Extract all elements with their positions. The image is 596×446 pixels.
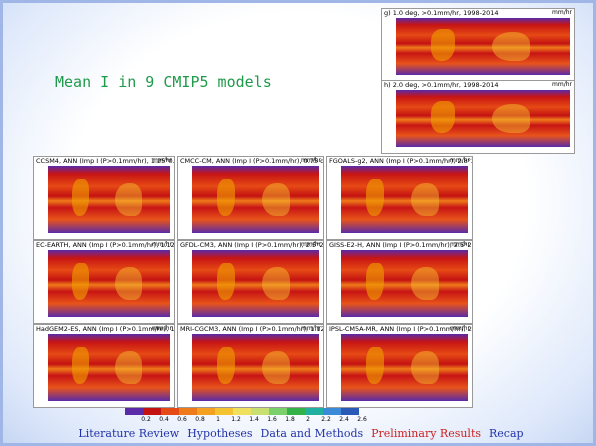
colorbar-tick: 1.2: [231, 416, 241, 423]
colorbar-swatch: [323, 408, 341, 415]
model-panel-9: IPSL-CM5A-MR, ANN (Imp I (P>0.1mm/hr), 2…: [326, 324, 473, 408]
nav-link[interactable]: Literature Review: [78, 427, 180, 440]
slide-title: Mean I in 9 CMIP5 models: [55, 73, 272, 91]
panel-label: IPSL-CM5A-MR, ANN (Imp I (P>0.1mm/hr), 2…: [329, 325, 472, 333]
panel-label: CMCC-CM, ANN (Imp I (P>0.1mm/hr), 0.75 d…: [180, 157, 324, 165]
colorbar-tick: 2.6: [357, 416, 367, 423]
panel-unit: mm/hr: [450, 325, 470, 332]
model-panel-3: FGOALS-g2, ANN (Imp I (P>0.1mm/hr), 2.8°…: [326, 156, 473, 240]
colorbar-swatch: [125, 408, 143, 415]
panel-label: g) 1.0 deg, >0.1mm/hr, 1998-2014: [384, 9, 499, 17]
colorbar-swatch: [161, 408, 179, 415]
model-panel-8: MRI-CGCM3, ANN (Imp I (P>0.1mm/hr), 1.12…: [177, 324, 324, 408]
panel-unit: mm/hr: [301, 157, 321, 164]
panel-unit: mm/hr: [301, 241, 321, 248]
panel-unit: mm/hr: [450, 241, 470, 248]
obs-panel-h: h) 2.0 deg, >0.1mm/hr, 1998-2014 mm/hr: [381, 80, 575, 154]
panel-label: GISS-E2-H, ANN (Imp I (P>0.1mm/hr), 2.5°…: [329, 241, 472, 249]
precip-map: [192, 166, 319, 233]
precip-map: [48, 166, 170, 233]
obs-panel-g: g) 1.0 deg, >0.1mm/hr, 1998-2014 mm/hr: [381, 8, 575, 82]
colorbar-tick: 0.8: [195, 416, 205, 423]
colorbar-tick: 0.2: [141, 416, 151, 423]
colorbar-swatch: [341, 408, 359, 415]
colorbar-tick: 0.4: [159, 416, 169, 423]
panel-label: h) 2.0 deg, >0.1mm/hr, 1998-2014: [384, 81, 499, 89]
colorbar-tick: 1.8: [285, 416, 295, 423]
colorbar-swatch: [233, 408, 251, 415]
colorbar-swatch: [251, 408, 269, 415]
colorbar-tick: 2: [306, 416, 310, 423]
nav-link[interactable]: Hypotheses: [187, 427, 253, 440]
model-panel-6: GISS-E2-H, ANN (Imp I (P>0.1mm/hr), 2.5°…: [326, 240, 473, 324]
precip-map: [341, 250, 468, 317]
precip-map: [341, 334, 468, 401]
panel-label: EC-EARTH, ANN (Imp I (P>0.1mm/hr), 1.125…: [36, 241, 175, 249]
precip-map: [396, 18, 570, 75]
colorbar-tick: 0.6: [177, 416, 187, 423]
model-panel-5: GFDL-CM3, ANN (Imp I (P>0.1mm/hr), 2.5°2…: [177, 240, 324, 324]
colorbar-swatch: [269, 408, 287, 415]
colorbar: [125, 408, 359, 415]
precip-map: [192, 334, 319, 401]
panel-unit: mm/hr: [152, 325, 172, 332]
precip-map: [396, 90, 570, 147]
panel-unit: mm/hr: [450, 157, 470, 164]
model-panel-2: CMCC-CM, ANN (Imp I (P>0.1mm/hr), 0.75 d…: [177, 156, 324, 240]
model-panel-7: HadGEM2-ES, ANN (Imp I (P>0.1mm/hr), 1.8…: [33, 324, 175, 408]
panel-label: CCSM4, ANN (Imp I (P>0.1mm/hr), 1.25°0.9…: [36, 157, 175, 165]
nav-link[interactable]: Data and Methods: [260, 427, 364, 440]
colorbar-swatch: [215, 408, 233, 415]
colorbar-tick: 2.4: [339, 416, 349, 423]
panel-unit: mm/hr: [552, 81, 572, 88]
panel-unit: mm/hr: [152, 241, 172, 248]
model-panel-4: EC-EARTH, ANN (Imp I (P>0.1mm/hr), 1.125…: [33, 240, 175, 324]
colorbar-tick: 1.4: [249, 416, 259, 423]
panel-unit: mm/hr: [301, 325, 321, 332]
nav-link[interactable]: Recap: [489, 427, 524, 440]
colorbar-tick: 1: [216, 416, 220, 423]
precip-map: [48, 334, 170, 401]
panel-unit: mm/hr: [552, 9, 572, 16]
colorbar-swatch: [179, 408, 197, 415]
precip-map: [48, 250, 170, 317]
panel-unit: mm/hr: [152, 157, 172, 164]
section-nav: Literature Review Hypotheses Data and Meth…: [3, 427, 596, 440]
precip-map: [192, 250, 319, 317]
colorbar-swatch: [305, 408, 323, 415]
panel-label: FGOALS-g2, ANN (Imp I (P>0.1mm/hr), 2.8°…: [329, 157, 472, 165]
colorbar-tick: 1.6: [267, 416, 277, 423]
panel-label: MRI-CGCM3, ANN (Imp I (P>0.1mm/hr), 1.12…: [180, 325, 323, 333]
model-panel-1: CCSM4, ANN (Imp I (P>0.1mm/hr), 1.25°0.9…: [33, 156, 175, 240]
nav-link[interactable]: Preliminary Results: [371, 427, 482, 440]
colorbar-tick: 2.2: [321, 416, 331, 423]
panel-label: HadGEM2-ES, ANN (Imp I (P>0.1mm/hr), 1.8…: [36, 325, 175, 333]
colorbar-ticks: 0.2 0.4 0.6 0.8 1 1.2 1.4 1.6 1.8 2 2.2 2.4 2.6: [137, 416, 371, 423]
precip-map: [341, 166, 468, 233]
colorbar-swatch: [287, 408, 305, 415]
colorbar-swatch: [197, 408, 215, 415]
colorbar-swatch: [143, 408, 161, 415]
panel-label: GFDL-CM3, ANN (Imp I (P>0.1mm/hr), 2.5°2…: [180, 241, 324, 249]
